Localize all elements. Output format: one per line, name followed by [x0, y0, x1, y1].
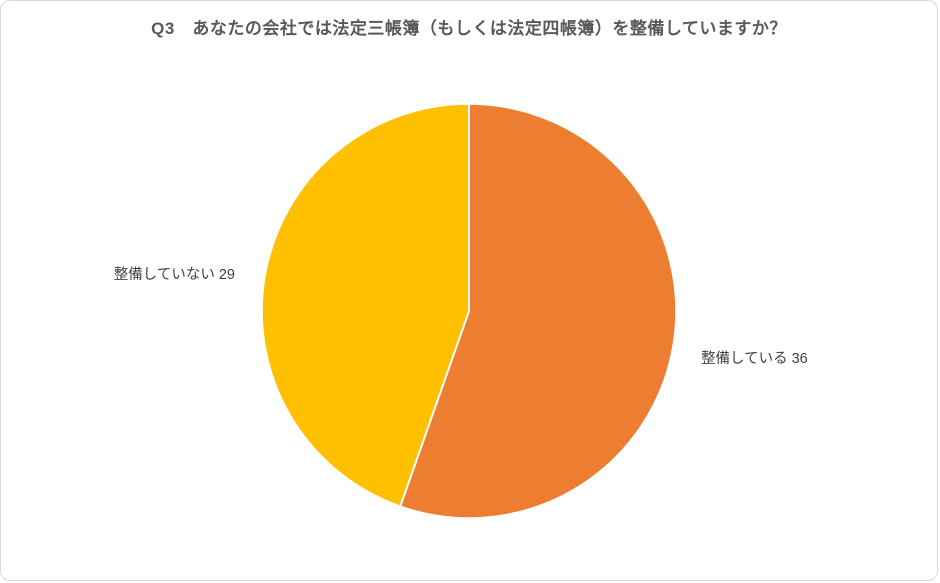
chart-title: Q3 あなたの会社では法定三帳簿（もしくは法定四帳簿）を整備していますか？	[151, 19, 787, 38]
pie-slice-1	[260, 102, 470, 508]
slice-label-seibi-shiteiru: 整備している 36	[701, 351, 808, 367]
pie-chart	[260, 102, 678, 520]
slice-label-seibi-shiteinai: 整備していない 29	[113, 267, 235, 283]
